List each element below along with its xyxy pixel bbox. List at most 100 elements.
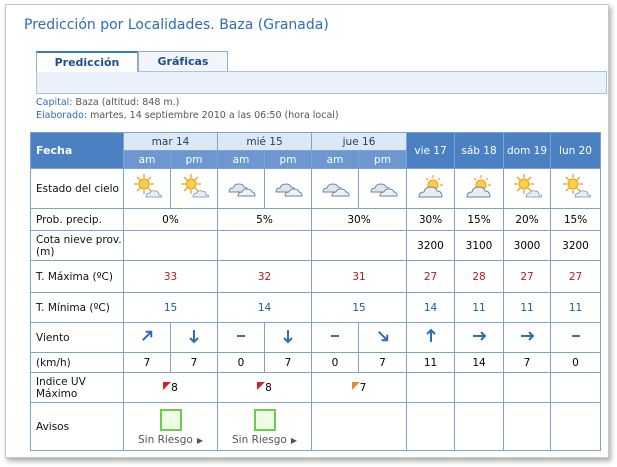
day-header: mié 15 (217, 132, 312, 151)
value-cell (550, 402, 602, 451)
cell-text: 3000 (513, 239, 541, 252)
period-header: am (123, 150, 171, 169)
wind-cell (217, 322, 265, 353)
sky-cell (311, 168, 359, 209)
day-header: lun 20 (550, 132, 602, 169)
wind-arrow (142, 330, 153, 341)
warning-text: Sin Riesgo (232, 434, 287, 446)
cell-text: 3100 (465, 239, 493, 252)
value-cell: 14 (217, 292, 312, 323)
day-header: vie 17 (406, 132, 456, 169)
wind-cell (503, 322, 552, 353)
wind-arrow (377, 331, 388, 342)
uv-value: 7 (359, 381, 367, 394)
sky-icon (416, 172, 446, 202)
sky-icon (368, 172, 398, 202)
sky-cell (123, 168, 171, 209)
value-cell: 27 (503, 260, 552, 293)
value-cell: 0 (550, 352, 602, 373)
value-cell: 14 (454, 352, 505, 373)
period-header: pm (357, 150, 408, 169)
value-cell: 11 (454, 292, 505, 323)
period-header: pm (264, 150, 312, 169)
value-cell: 11 (503, 292, 552, 323)
link-arrow: ▶ (196, 436, 203, 445)
cell-text: 27 (520, 270, 534, 283)
period-header: pm (170, 150, 218, 169)
info-line: Capital: Baza (altitud: 848 m.) (36, 97, 179, 108)
value-cell: 8 (217, 372, 312, 403)
value-cell: 7 (310, 372, 408, 403)
wind-cell (123, 322, 171, 353)
value-cell: 7 (170, 352, 218, 373)
sky-icon (561, 172, 591, 202)
data-row: T. Mínima (ºC) 15 14 15 14 11 11 11 (30, 292, 602, 323)
warning-text: Sin Riesgo (138, 434, 193, 446)
header-row: Fecha mar 14 mié 15 jue 16 vie 17 sáb 18 dom 1… (30, 132, 602, 169)
calm-icon (571, 335, 580, 337)
warning-box (159, 409, 182, 431)
cell-text: 11 (472, 301, 486, 314)
value-cell: 30% (310, 208, 408, 231)
warning-link[interactable]: Sin Riesgo ▶ (125, 434, 217, 446)
sky-cell (550, 168, 602, 209)
header-cell: Fecha (30, 132, 124, 169)
cell-text: 11 (520, 301, 534, 314)
data-row: Indice UV Máximo 8 8 7 (30, 372, 602, 403)
calm-icon (237, 335, 245, 337)
value-cell: 3000 (503, 230, 552, 261)
row-label: Avisos (30, 402, 124, 451)
cell-text: 11 (423, 356, 438, 369)
value-cell: 7 (503, 352, 552, 373)
wind-arrow (521, 331, 535, 341)
wind-cell (406, 322, 456, 353)
sky-icon (464, 172, 494, 202)
cell-text: 3200 (562, 239, 589, 252)
row-label: T. Mínima (ºC) (30, 292, 124, 323)
cell-text: 20% (515, 213, 539, 226)
cell-text: 0% (162, 213, 179, 226)
cell-text: 3200 (417, 239, 444, 252)
tab[interactable]: Predicción (36, 51, 138, 72)
tab-bar (36, 71, 607, 94)
value-cell: 14 (406, 292, 456, 323)
sky-icon (226, 172, 256, 202)
cell-text: 0 (572, 356, 579, 369)
value-cell (217, 230, 312, 261)
wind-cell (357, 322, 408, 353)
sky-icon (512, 172, 542, 202)
tab[interactable]: Gráficas (138, 51, 228, 72)
wind-cell (311, 322, 359, 353)
cell-text: 14 (472, 356, 486, 369)
value-cell: 0 (311, 352, 359, 373)
value-cell: 15 (310, 292, 408, 323)
day-header: dom 19 (503, 132, 552, 169)
cell-text: 31 (352, 270, 366, 283)
data-row: Prob. precip. 0% 5% 30% 30% 15% 20% 15% (30, 208, 602, 231)
data-row: Cota nieve prov.(m) 3200 3100 3000 3200 (30, 230, 602, 261)
warning-box (253, 409, 276, 431)
uv-flag (163, 381, 172, 390)
sky-cell (454, 168, 505, 209)
value-cell: 3200 (550, 230, 602, 261)
data-row: Viento (30, 322, 602, 353)
cell-text: 30% (347, 213, 371, 226)
value-cell: 31 (310, 260, 408, 293)
day-header: jue 16 (310, 132, 408, 151)
value-cell: 0 (217, 352, 265, 373)
info-value: martes, 14 septiembre 2010 a las 06:50 (… (90, 110, 339, 121)
warning-link[interactable]: Sin Riesgo ▶ (219, 434, 311, 446)
cell-text: 15% (563, 213, 588, 226)
page-title: Predicción por Localidades. Baza (Granad… (24, 17, 329, 33)
day-header: sáb 18 (454, 132, 505, 169)
value-cell: 15% (454, 208, 505, 231)
sky-cell (503, 168, 552, 209)
cell-text: 7 (143, 356, 151, 369)
period-header: am (311, 150, 359, 169)
row-label: Estado del cielo (30, 168, 124, 209)
wind-arrow (425, 328, 436, 342)
data-row: Estado del cielo (30, 168, 602, 209)
value-cell (454, 372, 505, 403)
data-row: (km/h) 7 7 0 7 0 7 11 14 7 0 (30, 352, 602, 373)
